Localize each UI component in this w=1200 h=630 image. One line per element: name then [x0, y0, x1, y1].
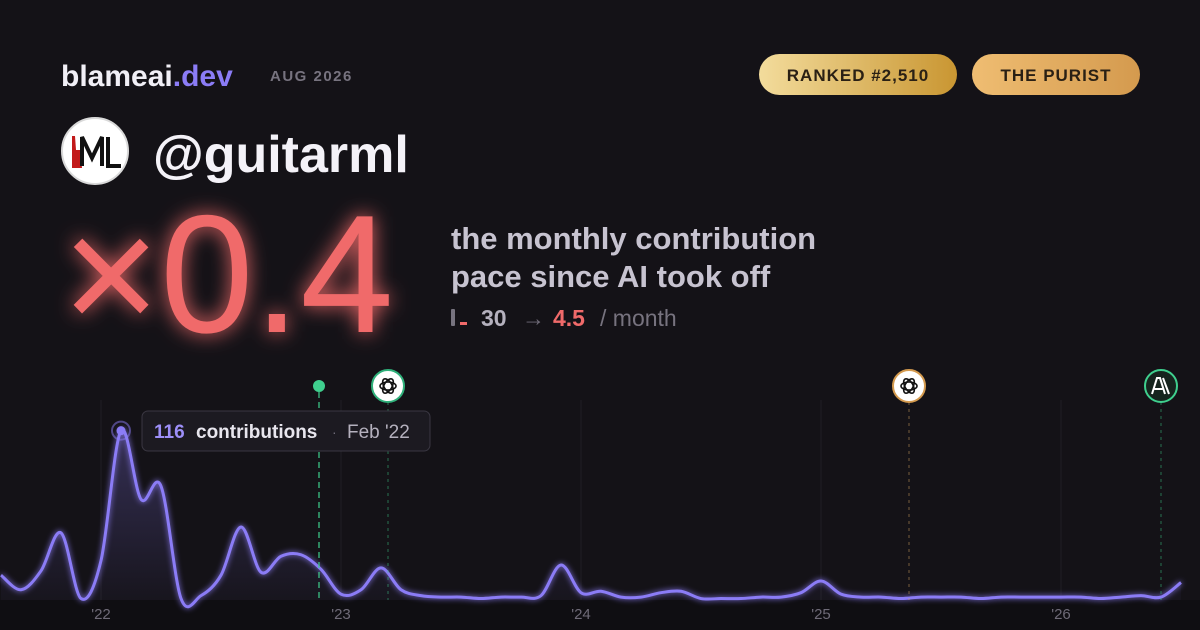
avatar — [61, 117, 129, 185]
handle: @guitarml — [153, 126, 409, 184]
tooltip-value: 116 — [154, 422, 185, 443]
highlight-ring — [111, 420, 131, 441]
pace-icon — [451, 309, 455, 326]
date: AUG 2026 — [270, 68, 353, 85]
line — [0, 428, 1182, 609]
badge — [759, 54, 957, 95]
badge-label: THE PURIST — [1000, 66, 1111, 85]
event-icon — [892, 369, 926, 403]
event-icon — [1144, 369, 1178, 403]
pace-before: 30 — [481, 305, 507, 331]
multiplier: ×0.4 — [62, 180, 394, 368]
x-tick-label: '24 — [571, 606, 591, 623]
event-dot — [313, 380, 325, 392]
brand-name: blameai — [61, 60, 173, 93]
caption: the monthly contribution — [451, 221, 816, 256]
tooltip: 116 contributions · Feb '22 — [141, 410, 431, 452]
badge — [972, 54, 1140, 95]
x-tick-label: '23 — [331, 606, 351, 623]
events — [313, 369, 1178, 600]
tooltip-date: Feb '22 — [347, 422, 410, 443]
x-tick-label: '25 — [811, 606, 831, 623]
event-icon — [371, 369, 405, 403]
caption: pace since AI took off — [451, 259, 771, 294]
area — [1, 429, 1181, 607]
tooltip-label: contributions — [196, 422, 317, 443]
badge-label: RANKED #2,510 — [787, 66, 929, 85]
tooltip-sep: · — [332, 424, 337, 440]
x-tick-label: '22 — [91, 606, 111, 623]
plot — [0, 420, 1182, 609]
tooltip-box — [141, 410, 431, 452]
x-tick-label: '26 — [1051, 606, 1071, 623]
pace-unit: / month — [600, 305, 677, 331]
highlight-point — [116, 426, 126, 436]
brand: blameai.dev — [61, 60, 233, 93]
brand-tld: .dev — [173, 60, 233, 93]
openai-logo — [900, 377, 918, 395]
pace-after: 4.5 — [553, 305, 585, 331]
anthropic-logo — [1151, 377, 1170, 395]
pace-arrow: → — [522, 305, 545, 331]
pace-icon — [460, 322, 467, 325]
axis-band — [0, 600, 1200, 630]
openai-logo — [379, 377, 397, 395]
